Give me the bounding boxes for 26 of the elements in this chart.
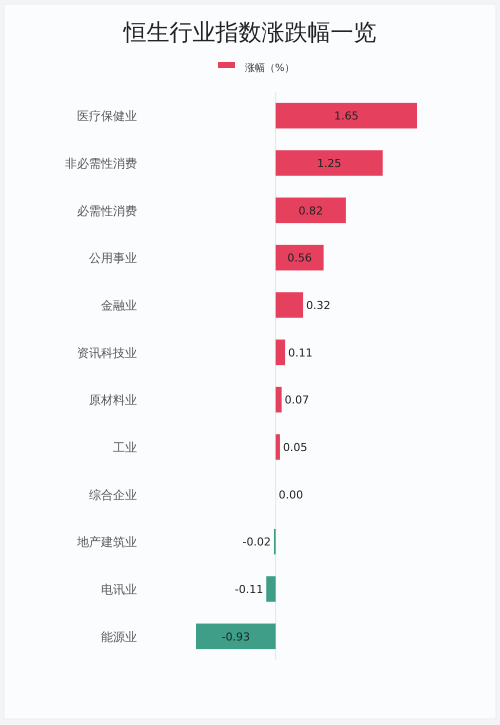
category-label: 综合企业 — [89, 488, 137, 502]
category-label: 必需性消费 — [77, 204, 137, 218]
data-label: 0.56 — [287, 252, 312, 265]
data-label: -0.93 — [222, 630, 250, 644]
category-label: 电讯业 — [101, 582, 137, 596]
category-label: 公用事业 — [89, 251, 137, 266]
data-label: -0.11 — [234, 583, 264, 596]
category-label: 资讯科技业 — [77, 346, 137, 360]
category-label: 金融业 — [101, 298, 137, 312]
category-label: 地产建筑业 — [77, 535, 137, 550]
category-label: 非必需性消费 — [65, 156, 137, 170]
data-label: 1.65 — [334, 110, 359, 123]
data-label: 0.11 — [288, 346, 313, 360]
data-label: 0.05 — [282, 441, 308, 454]
category-label: 原材料业 — [89, 393, 137, 408]
data-label: 0.00 — [278, 488, 304, 502]
category-label: 能源业 — [101, 630, 137, 644]
data-label: -0.02 — [242, 536, 271, 549]
legend-label: 涨幅（%） — [245, 63, 295, 74]
title: 恒生行业指数涨跌幅一览 — [124, 20, 376, 46]
data-label: 0.82 — [298, 204, 324, 218]
data-label: 1.25 — [316, 157, 342, 170]
data-label: 0.32 — [306, 299, 331, 312]
category-label: 工业 — [113, 440, 137, 454]
data-label: 0.07 — [284, 394, 310, 407]
category-label: 医疗保健业 — [77, 109, 137, 124]
